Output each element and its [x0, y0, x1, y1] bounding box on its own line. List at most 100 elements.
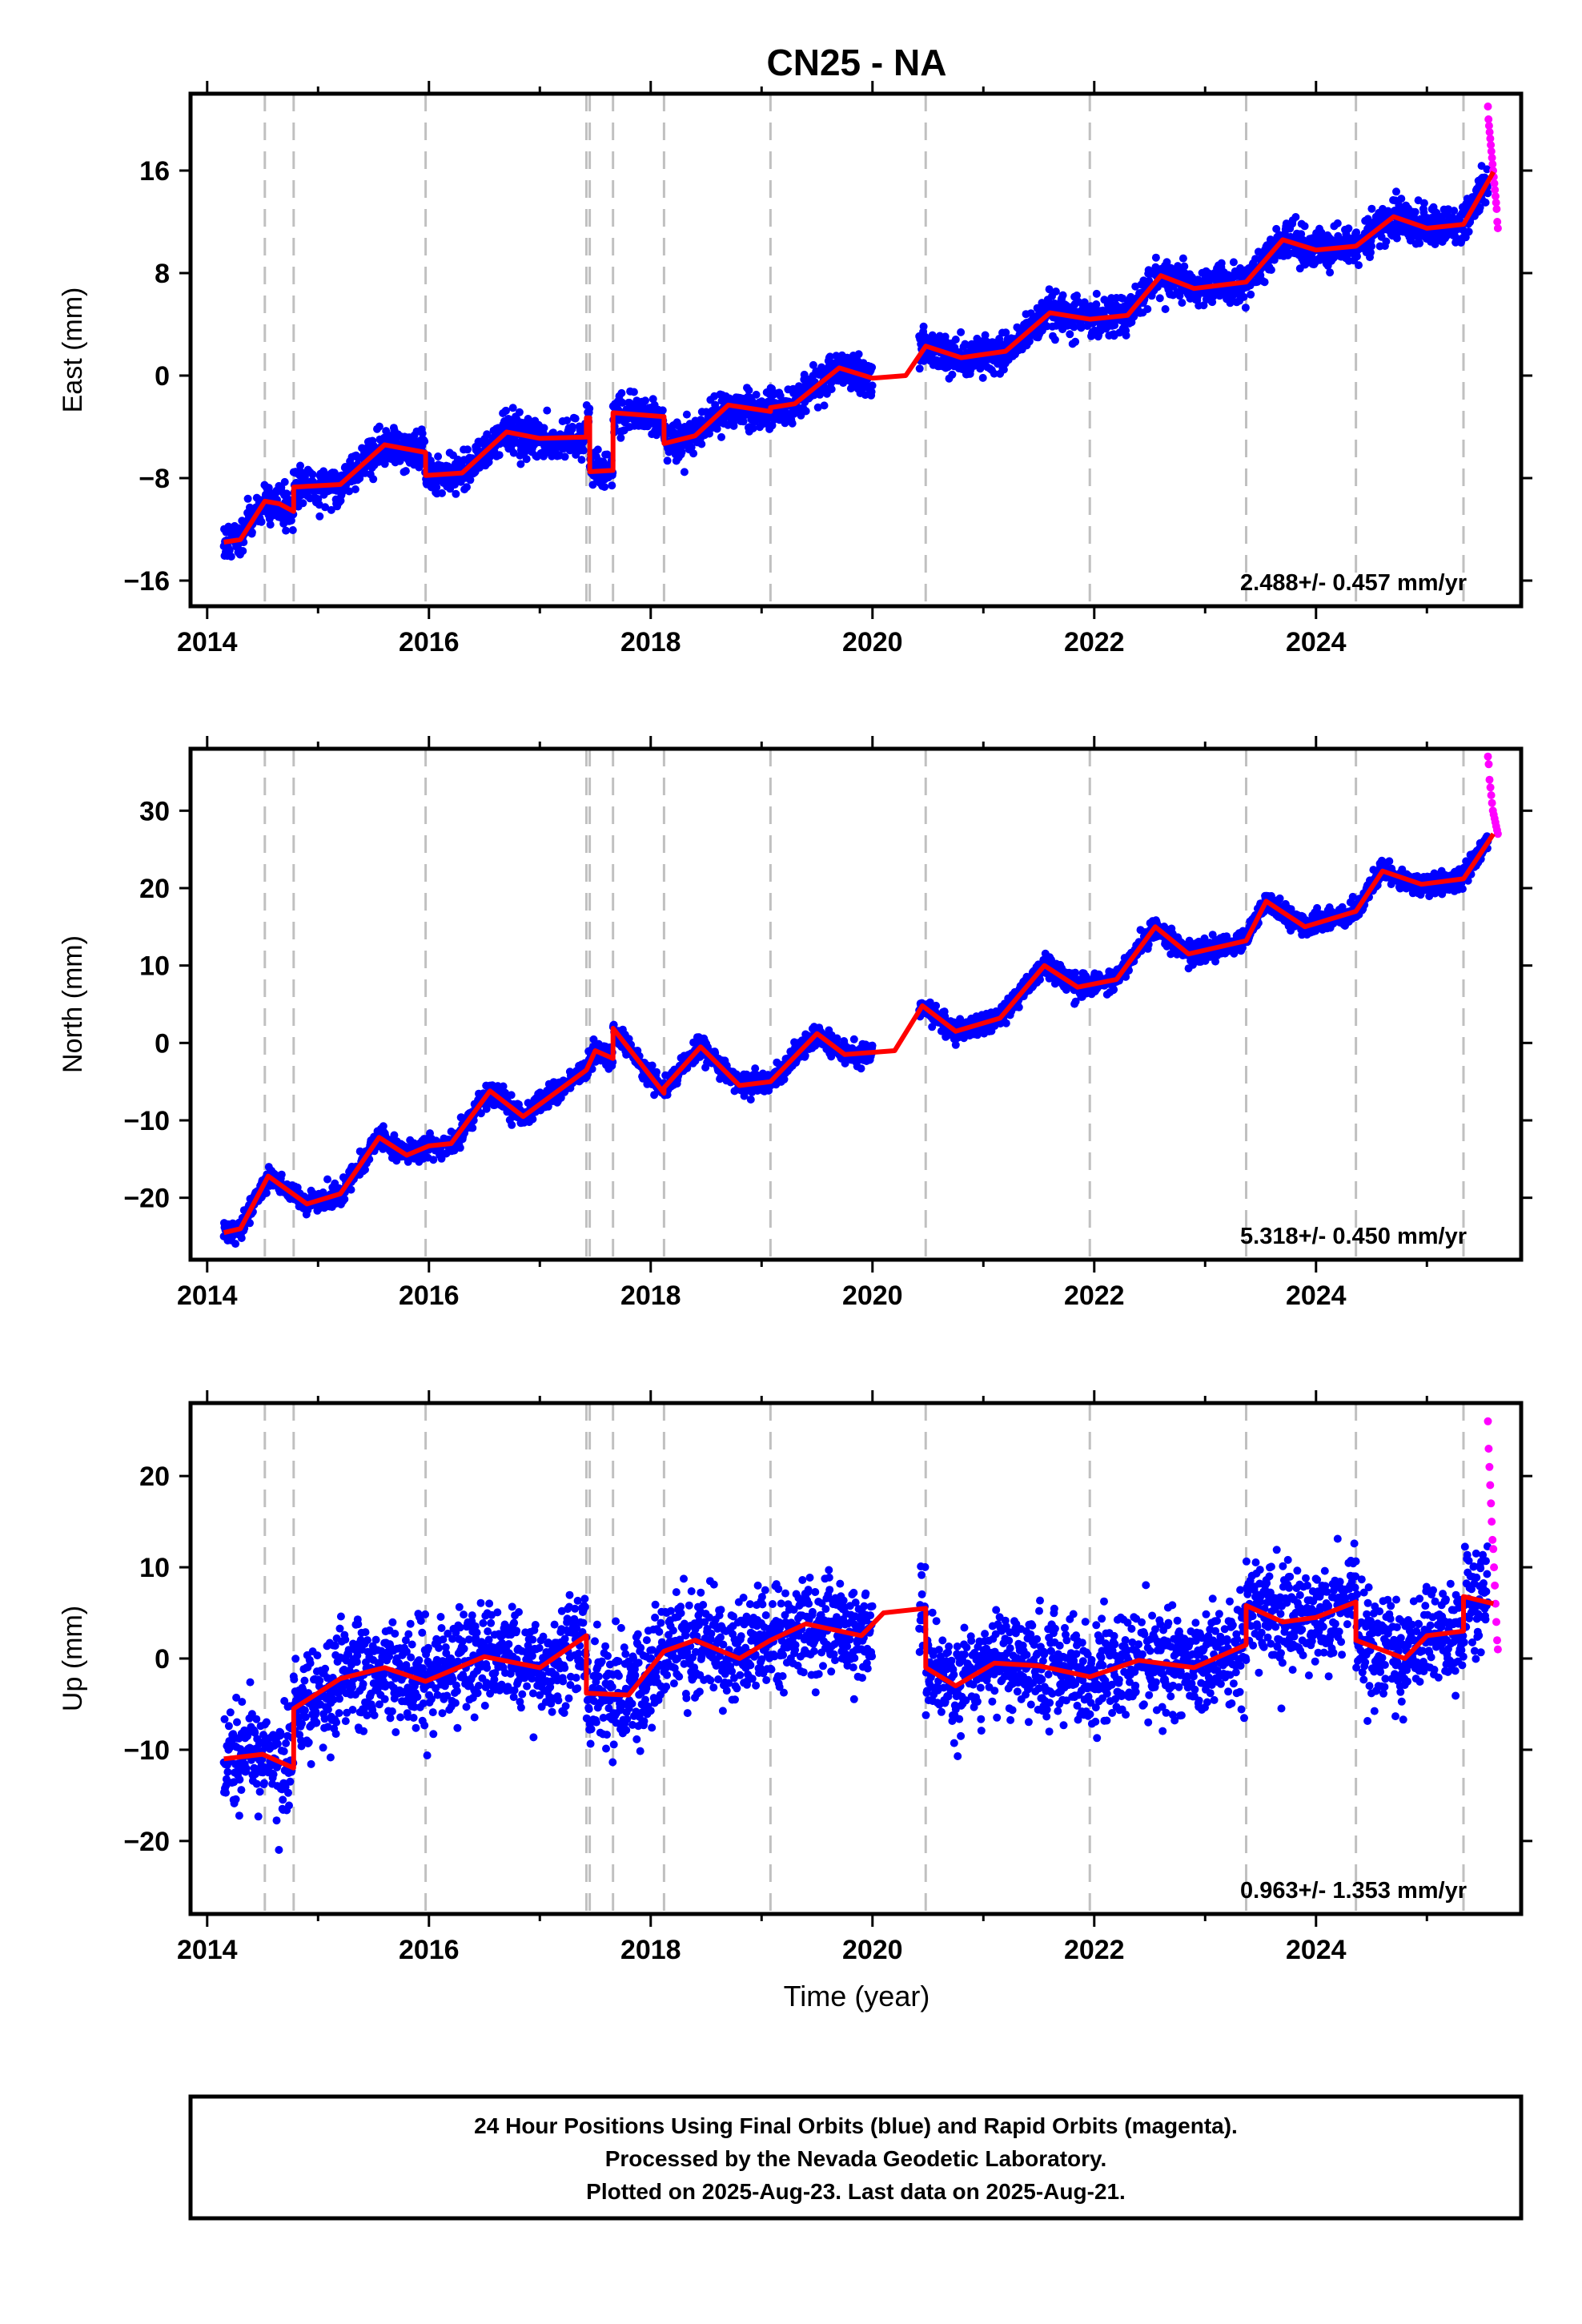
- final-orbit-point: [788, 419, 797, 428]
- final-orbit-point: [1161, 305, 1170, 313]
- final-orbit-point: [629, 388, 638, 396]
- final-orbit-point: [509, 448, 518, 457]
- final-orbit-points: [219, 832, 1492, 1248]
- final-orbit-point: [345, 487, 354, 496]
- final-orbit-point: [415, 463, 424, 472]
- x-tick-label: 2024: [1286, 627, 1347, 657]
- final-orbit-point: [729, 421, 738, 430]
- final-orbit-point: [452, 489, 460, 498]
- final-orbit-point: [508, 1120, 516, 1129]
- final-orbit-point: [321, 503, 330, 512]
- final-orbit-point: [571, 414, 580, 423]
- final-orbit-point: [957, 328, 966, 336]
- final-orbit-point: [327, 505, 335, 514]
- final-orbit-point: [919, 322, 928, 331]
- final-orbit-point: [1066, 330, 1074, 339]
- y-axis-label: East (mm): [58, 287, 88, 413]
- final-orbit-point: [1178, 299, 1186, 308]
- x-tick-label: 2022: [1064, 627, 1125, 657]
- final-orbit-point: [641, 396, 649, 405]
- final-orbit-point: [1143, 305, 1152, 313]
- final-orbit-point: [560, 452, 569, 461]
- final-orbit-point: [1151, 253, 1160, 262]
- final-orbit-point: [1178, 254, 1187, 263]
- final-orbit-point: [1392, 187, 1400, 196]
- final-orbit-point: [663, 456, 672, 465]
- final-orbit-point: [585, 404, 594, 413]
- final-orbit-point: [820, 401, 829, 410]
- final-orbit-point: [868, 381, 877, 390]
- final-orbit-point: [1300, 222, 1309, 231]
- final-orbit-point: [237, 1234, 246, 1242]
- final-orbit-point: [801, 1051, 809, 1060]
- final-orbit-point: [827, 385, 836, 393]
- final-orbit-point: [618, 399, 627, 407]
- final-orbit-point: [225, 546, 234, 555]
- final-orbit-point: [579, 446, 588, 455]
- final-orbit-point: [617, 388, 626, 397]
- final-orbit-point: [1180, 262, 1189, 271]
- final-orbit-point: [677, 448, 686, 456]
- final-orbit-point: [648, 395, 657, 404]
- final-orbit-point: [540, 452, 548, 460]
- final-orbit-point: [603, 450, 612, 459]
- final-orbit-point: [1092, 289, 1101, 298]
- final-orbit-point: [593, 445, 602, 454]
- final-orbit-point: [713, 424, 721, 433]
- final-orbit-point: [1419, 199, 1428, 207]
- final-orbit-point: [420, 437, 429, 446]
- final-orbit-point: [680, 468, 689, 476]
- final-orbit-point: [1241, 304, 1250, 312]
- final-orbit-point: [749, 424, 757, 432]
- final-orbit-point: [1267, 266, 1275, 274]
- panel-north: 2014 2016 2018 2020 2022 2024−20−100102030Nor…: [58, 736, 1532, 1311]
- final-orbit-point: [464, 445, 472, 454]
- x-tick-label: 2014: [177, 627, 238, 657]
- final-orbit-point: [577, 456, 586, 464]
- final-orbit-point: [468, 1124, 477, 1132]
- final-orbit-point: [466, 476, 475, 485]
- final-orbit-point: [1464, 227, 1473, 236]
- final-orbit-point: [689, 449, 698, 458]
- final-orbit-point: [369, 475, 378, 484]
- rapid-orbit-point: [1493, 224, 1502, 232]
- final-orbit-point: [1367, 242, 1375, 251]
- final-orbit-point: [1239, 292, 1248, 301]
- final-orbit-point: [516, 460, 525, 468]
- x-tick-label: 2016: [399, 627, 460, 657]
- final-orbit-point: [948, 370, 957, 379]
- final-orbit-point: [568, 422, 576, 431]
- final-orbit-point: [456, 1144, 464, 1152]
- final-orbit-point: [1367, 204, 1376, 213]
- final-orbit-point: [231, 1240, 240, 1248]
- final-orbit-point: [323, 1175, 331, 1184]
- final-orbit-point: [745, 386, 753, 395]
- final-orbit-point: [1217, 259, 1226, 267]
- final-orbit-point: [266, 521, 275, 529]
- final-orbit-point: [502, 406, 510, 415]
- final-orbit-point: [239, 547, 247, 555]
- final-orbit-point: [857, 1064, 865, 1073]
- final-orbit-point: [1397, 195, 1406, 203]
- final-orbit-point: [1058, 291, 1067, 300]
- final-orbit-point: [1382, 237, 1391, 246]
- y-tick-label: 16: [139, 156, 170, 187]
- final-orbit-point: [262, 1188, 271, 1197]
- final-orbit-point: [401, 467, 410, 476]
- final-orbit-point: [600, 483, 609, 491]
- final-orbit-point: [434, 452, 443, 460]
- final-orbit-point: [507, 1091, 516, 1100]
- final-orbit-point: [299, 499, 307, 508]
- final-orbit-point: [746, 1096, 755, 1104]
- final-orbit-point: [438, 489, 446, 497]
- y-tick-label: 8: [155, 259, 170, 289]
- final-orbit-point: [563, 416, 572, 425]
- final-orbit-point: [1326, 268, 1335, 277]
- final-orbit-point: [849, 1035, 858, 1043]
- final-orbit-point: [515, 408, 524, 416]
- final-orbit-point: [282, 526, 291, 535]
- final-orbit-point: [451, 480, 459, 489]
